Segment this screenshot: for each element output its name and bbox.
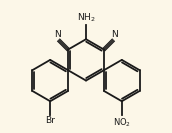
- Text: NH$_2$: NH$_2$: [77, 12, 95, 24]
- Text: N: N: [54, 30, 61, 39]
- Text: N: N: [111, 30, 118, 39]
- Text: NO$_2$: NO$_2$: [113, 116, 131, 129]
- Text: Br: Br: [45, 116, 55, 125]
